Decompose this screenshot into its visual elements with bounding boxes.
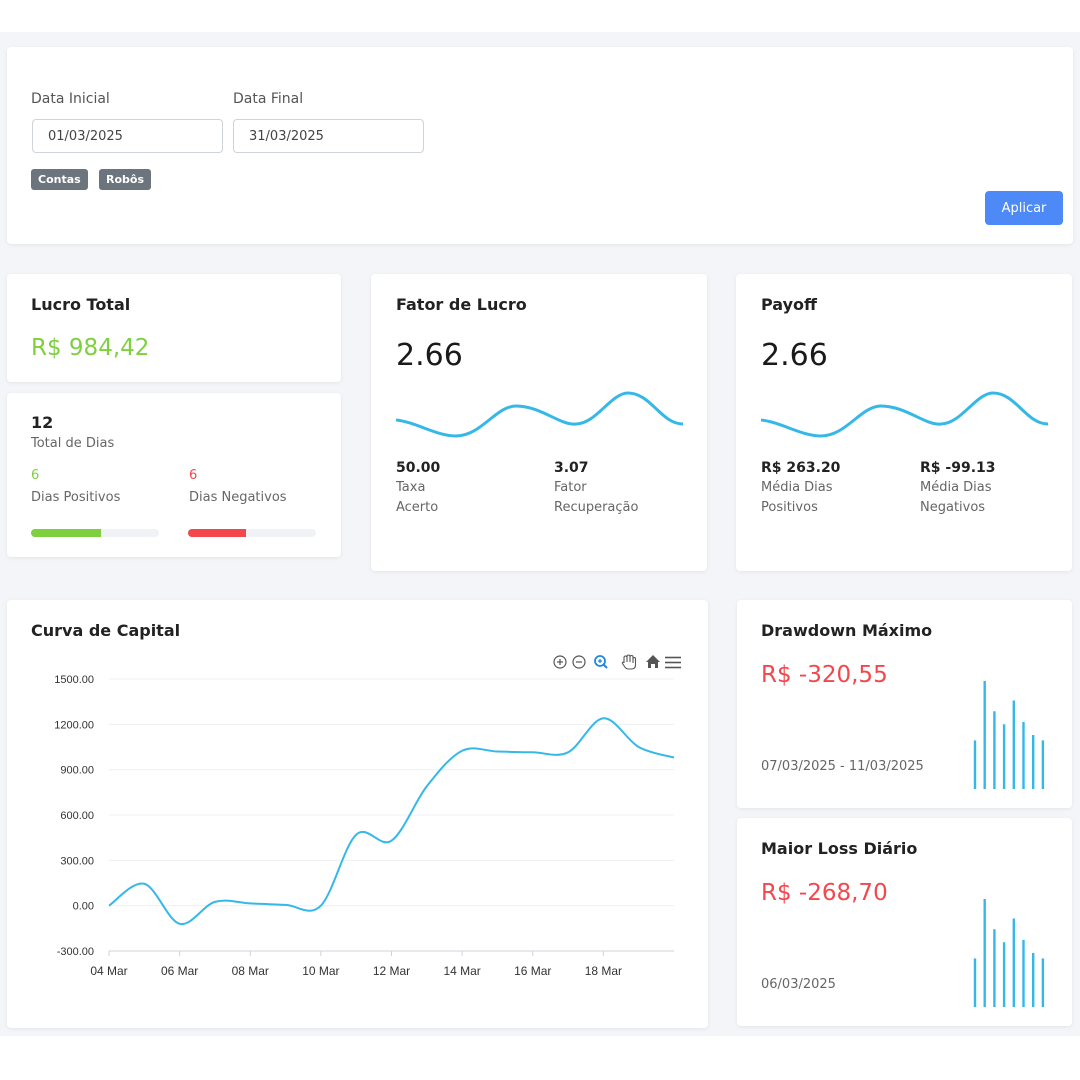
payoff-sparkline-line	[761, 391, 1048, 438]
maior-loss-date: 06/03/2025	[761, 977, 836, 992]
x-tick-label: 12 Mar	[373, 964, 410, 978]
negative-days-value: 6	[189, 468, 198, 483]
apply-button[interactable]: Aplicar	[985, 191, 1063, 225]
drawdown-bar-chart	[973, 681, 1045, 789]
maior-loss-value: R$ -268,70	[761, 880, 888, 906]
lucro-total-card: Lucro Total R$ 984,42	[7, 274, 341, 382]
start-date-input[interactable]	[32, 119, 223, 153]
fator-recuperacao-label-1: Fator	[554, 480, 587, 495]
capital-series-line	[108, 717, 675, 925]
fator-lucro-sparkline	[396, 391, 683, 438]
drawdown-period: 07/03/2025 - 11/03/2025	[761, 759, 924, 774]
x-tick-label: 04 Mar	[90, 964, 127, 978]
media-negativos-label-2: Negativos	[920, 500, 986, 515]
maior-loss-bar-chart	[973, 899, 1045, 1007]
payoff-sparkline	[761, 391, 1048, 438]
fator-lucro-sparkline-line	[396, 391, 683, 438]
end-date-input[interactable]	[233, 119, 424, 153]
menu-icon[interactable]	[665, 656, 681, 669]
y-tick-label: 900.00	[60, 765, 94, 777]
taxa-acerto-value: 50.00	[396, 460, 441, 476]
fator-recuperacao-value: 3.07	[554, 460, 589, 476]
positive-days-bar	[31, 529, 159, 537]
drawdown-title: Drawdown Máximo	[761, 621, 933, 640]
media-positivos-value: R$ 263.20	[761, 460, 841, 476]
payoff-value: 2.66	[761, 338, 828, 373]
magnifier-icon[interactable]	[594, 655, 608, 669]
start-date-label: Data Inicial	[31, 91, 110, 107]
positive-days-value: 6	[31, 468, 40, 483]
payoff-card: Payoff 2.66 R$ 263.20 Média Dias Positiv…	[736, 274, 1072, 571]
x-tick-label: 10 Mar	[302, 964, 339, 978]
end-date-label: Data Final	[233, 91, 304, 107]
y-tick-label: 300.00	[60, 855, 94, 867]
filter-panel: Data Inicial Data Final	[7, 47, 1073, 244]
y-tick-label: -300.00	[57, 946, 94, 958]
media-negativos-value: R$ -99.13	[920, 460, 996, 476]
maior-loss-title: Maior Loss Diário	[761, 839, 918, 858]
fator-lucro-card: Fator de Lucro 2.66 50.00 Taxa Acerto 3.…	[371, 274, 707, 571]
media-positivos-label-2: Positivos	[761, 500, 818, 515]
fator-lucro-value: 2.66	[396, 338, 463, 373]
x-tick-label: 14 Mar	[443, 964, 480, 978]
drawdown-value: R$ -320,55	[761, 662, 888, 688]
taxa-acerto-label-2: Acerto	[396, 500, 439, 515]
y-tick-label: 1500.00	[54, 674, 94, 686]
positive-days-label: Dias Positivos	[31, 490, 121, 505]
zoom-in-icon[interactable]	[553, 655, 567, 669]
y-tick-label: 1200.00	[54, 719, 94, 731]
capital-chart: 1500.00 1200.00 900.00 600.00 300.00 0.00 -300…	[54, 654, 681, 978]
curva-capital-title: Curva de Capital	[31, 621, 181, 640]
x-tick-label: 16 Mar	[514, 964, 551, 978]
maior-loss-card: Maior Loss Diário R$ -268,70 06/03/2025	[737, 818, 1072, 1026]
total-days-label: Total de Dias	[31, 436, 115, 451]
pan-hand-icon[interactable]	[621, 654, 637, 670]
dias-card: 12 Total de Dias 6 Dias Positivos 6 Dias…	[7, 393, 341, 557]
x-tick-label: 06 Mar	[161, 964, 198, 978]
lucro-total-value: R$ 984,42	[31, 335, 150, 361]
negative-days-label: Dias Negativos	[189, 490, 287, 505]
drawdown-card: Drawdown Máximo R$ -320,55 07/03/2025 - …	[737, 600, 1072, 808]
negative-days-bar-fill	[188, 529, 246, 537]
fator-recuperacao-label-2: Recuperação	[554, 500, 639, 515]
media-positivos-label-1: Média Dias	[761, 480, 833, 495]
y-tick-label: 600.00	[60, 810, 94, 822]
positive-days-bar-fill	[31, 529, 102, 537]
y-tick-label: 0.00	[73, 901, 94, 913]
payoff-title: Payoff	[761, 295, 817, 314]
x-tick-label: 18 Mar	[585, 964, 622, 978]
media-negativos-label-1: Média Dias	[920, 480, 992, 495]
taxa-acerto-label-1: Taxa	[396, 480, 426, 495]
curva-capital-card: Curva de Capital	[7, 600, 708, 1028]
x-tick-label: 08 Mar	[232, 964, 269, 978]
home-icon[interactable]	[646, 655, 660, 668]
negative-days-bar	[188, 529, 316, 537]
chart-toolbar	[553, 654, 681, 670]
zoom-out-icon[interactable]	[572, 655, 586, 669]
fator-lucro-title: Fator de Lucro	[396, 295, 527, 314]
total-days-value: 12	[31, 413, 54, 432]
tag-robos[interactable]: Robôs	[99, 169, 152, 190]
lucro-total-title: Lucro Total	[31, 295, 131, 314]
tag-contas[interactable]: Contas	[31, 169, 88, 190]
